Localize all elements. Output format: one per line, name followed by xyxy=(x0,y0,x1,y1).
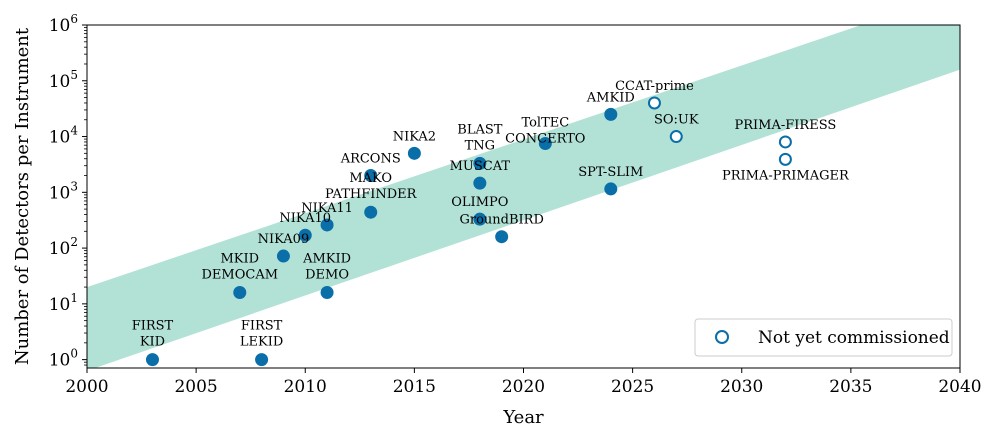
data-point-first-kid xyxy=(145,353,159,367)
point-label: AMKID xyxy=(586,90,635,105)
data-point-amkid xyxy=(604,107,618,121)
data-point-ccat-prime xyxy=(647,96,661,110)
y-tick-label: 102 xyxy=(49,235,78,259)
point-label: FIRST KID xyxy=(132,319,174,350)
x-tick-label: 2030 xyxy=(720,377,763,397)
x-tick-label: 2040 xyxy=(938,377,981,397)
y-tick-label: 106 xyxy=(49,12,78,36)
data-points-layer xyxy=(145,96,792,367)
data-point-nika2 xyxy=(407,146,421,160)
point-label: NIKA11 xyxy=(301,201,353,216)
point-label: NIKA09 xyxy=(258,232,310,247)
data-point-amkid-demo xyxy=(320,285,334,299)
data-point-so-uk xyxy=(669,130,683,144)
x-tick-label: 2035 xyxy=(829,377,872,397)
point-label: CCAT-prime xyxy=(615,79,694,94)
legend-open-marker xyxy=(715,330,729,344)
point-labels-layer: FIRST KID MKID DEMOCAM FIRST LEKID NIKA09 NIKA1… xyxy=(132,79,850,350)
data-point-groundbird xyxy=(495,230,509,244)
y-tick-label: 101 xyxy=(49,291,78,315)
point-label: MAKO PATHFINDER xyxy=(325,171,418,202)
point-label: MUSCAT xyxy=(450,159,511,174)
data-point-nika09 xyxy=(276,249,290,263)
point-label: SPT-SLIM xyxy=(578,165,643,180)
data-point-first-lekid xyxy=(255,353,269,367)
trend-band-layer xyxy=(87,25,960,368)
x-tick-label: 2025 xyxy=(611,377,654,397)
point-label: ARCONS xyxy=(340,152,401,167)
point-label: SO:UK xyxy=(654,113,699,128)
y-tick-label: 103 xyxy=(49,179,78,203)
data-point-nika11 xyxy=(320,218,334,232)
point-label: NIKA10 xyxy=(279,211,331,226)
point-label: GroundBIRD xyxy=(459,213,543,228)
x-tick-label: 2000 xyxy=(65,377,108,397)
data-point-olimpo xyxy=(473,212,487,226)
y-axis-ticks: 100 101 102 103 104 105 106 xyxy=(49,12,87,371)
data-point-muscat xyxy=(473,176,487,190)
x-tick-label: 2005 xyxy=(174,377,217,397)
point-label: BLAST TNG xyxy=(457,122,502,153)
y-tick-label: 105 xyxy=(49,68,78,92)
data-point-nika10 xyxy=(298,228,312,242)
point-label: PRIMA-FIRESS xyxy=(735,118,837,133)
point-label: AMKID DEMO xyxy=(302,251,351,282)
y-tick-label: 104 xyxy=(49,124,79,148)
x-tick-label: 2010 xyxy=(284,377,327,397)
legend-label: Not yet commissioned xyxy=(758,328,950,348)
point-label: NIKA2 xyxy=(393,129,436,144)
data-point-arcons xyxy=(364,169,378,183)
trend-band xyxy=(87,25,960,368)
x-tick-label: 2020 xyxy=(502,377,545,397)
data-point-prima-firess xyxy=(778,135,792,149)
data-point-toltec-concerto xyxy=(538,137,552,151)
x-axis-ticks: 2000 2005 2010 2015 2020 2025 2030 2035 2040 xyxy=(65,368,982,397)
data-point-mkid-democam xyxy=(233,285,247,299)
point-label: OLIMPO xyxy=(451,195,508,210)
point-label: MKID DEMOCAM xyxy=(202,251,279,282)
data-point-prima-primager xyxy=(778,152,792,166)
legend: Not yet commissioned xyxy=(694,318,953,357)
y-tick-label: 100 xyxy=(49,347,78,371)
x-axis-label: Year xyxy=(502,407,544,428)
data-point-blast-tng xyxy=(473,156,487,170)
point-label: TolTEC CONCERTO xyxy=(505,116,585,147)
y-axis-label: Number of Detectors per Instrument xyxy=(12,27,33,365)
data-point-spt-slim xyxy=(604,182,618,196)
legend-box xyxy=(694,318,953,357)
point-label: PRIMA-PRIMAGER xyxy=(722,168,850,183)
data-point-mako-pathfinder xyxy=(364,205,378,219)
point-label: FIRST LEKID xyxy=(240,319,283,350)
x-tick-label: 2015 xyxy=(393,377,436,397)
